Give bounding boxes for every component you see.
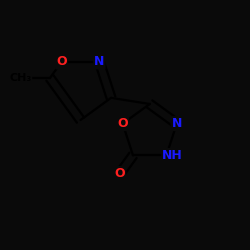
Text: O: O bbox=[117, 117, 128, 130]
Text: O: O bbox=[56, 56, 67, 68]
Text: NH: NH bbox=[162, 149, 183, 162]
Text: N: N bbox=[94, 56, 104, 68]
Text: N: N bbox=[172, 117, 182, 130]
Text: CH₃: CH₃ bbox=[9, 73, 32, 83]
Text: O: O bbox=[114, 167, 125, 180]
